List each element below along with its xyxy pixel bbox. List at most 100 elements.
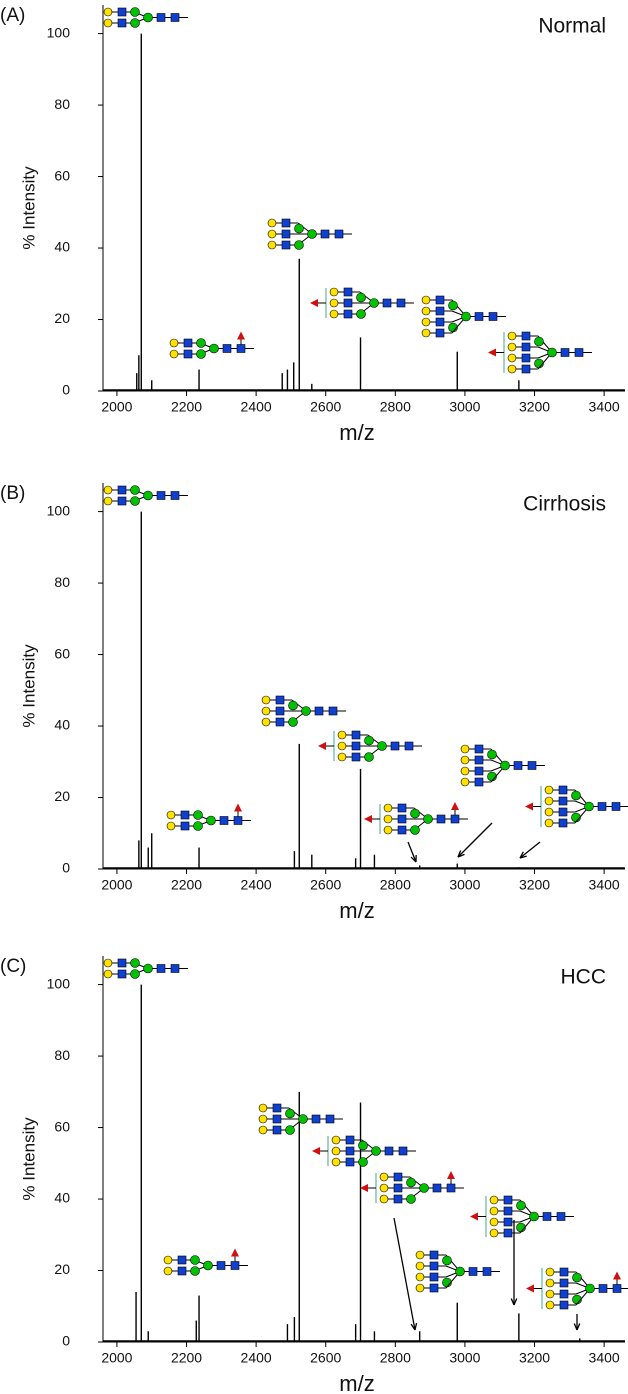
pointer-arrowhead (519, 851, 527, 859)
y-tick-label: 0 (62, 382, 70, 398)
x-tick-label: 2600 (310, 877, 341, 893)
x-tick-label: 2400 (241, 877, 272, 893)
x-tick-label: 2600 (310, 1350, 341, 1366)
glycan-icon (267, 218, 352, 250)
glcnac (558, 807, 568, 817)
glycan-icon (169, 331, 254, 359)
glcnac (351, 752, 361, 762)
x-tick-label: 3000 (449, 1350, 480, 1366)
glcnac (542, 1212, 552, 1221)
galactose (329, 298, 339, 308)
glycan-icon (460, 744, 545, 787)
mannose (301, 706, 311, 716)
glcnac (233, 816, 243, 825)
glcnac (574, 348, 584, 357)
mannose (406, 1177, 416, 1188)
galactose (329, 309, 339, 319)
glcnac (474, 766, 484, 776)
chart-title: Cirrhosis (523, 493, 606, 516)
mannose (298, 1114, 308, 1124)
fucose (310, 299, 318, 307)
x-axis-label: m/z (339, 1371, 374, 1394)
mannose (584, 801, 594, 812)
glcnac (281, 240, 291, 250)
mannose (130, 485, 140, 495)
glycan-icon (526, 1267, 628, 1310)
glycan-icon (318, 730, 422, 762)
chart-title: HCC (561, 966, 607, 989)
panel-label: (A) (0, 5, 25, 26)
mannose (516, 1200, 526, 1211)
pointer-arrow (393, 1217, 416, 1331)
glcnac (325, 1114, 335, 1124)
mannose (500, 760, 510, 771)
glcnac (117, 18, 127, 28)
y-tick-label: 100 (47, 975, 71, 991)
mannose (307, 229, 317, 239)
glcnac (275, 717, 285, 727)
mannose (196, 349, 206, 359)
glcnac (183, 338, 193, 348)
glcnac (503, 1195, 513, 1205)
glcnac (559, 1267, 569, 1277)
glcnac (488, 312, 498, 321)
glycan-icon (103, 485, 188, 506)
galactose (331, 1146, 341, 1156)
galactose (383, 825, 393, 835)
galactose (545, 1300, 555, 1310)
y-tick-label: 80 (54, 96, 70, 112)
glcnac (393, 1183, 403, 1193)
glcnac (521, 364, 531, 374)
glycan-icon (364, 802, 468, 835)
glcnac (311, 1114, 321, 1124)
x-tick-label: 2800 (380, 877, 411, 893)
x-tick-label: 2200 (171, 399, 202, 415)
glycan-icon (470, 1195, 574, 1238)
glycan-icon (163, 1248, 248, 1276)
glcnac (345, 1135, 355, 1145)
glcnac (429, 1272, 439, 1282)
glcnac (429, 1261, 439, 1271)
mannose (288, 717, 298, 727)
glcnac (450, 814, 460, 824)
galactose (507, 331, 517, 341)
galactose (337, 730, 347, 740)
galactose (460, 744, 470, 754)
mannose (448, 300, 458, 311)
y-tick-label: 40 (54, 1190, 70, 1206)
glcnac (397, 825, 407, 835)
x-axis-label: m/z (339, 898, 374, 923)
y-tick-label: 0 (62, 1333, 70, 1349)
glcnac (404, 741, 414, 751)
glcnac (219, 816, 229, 825)
glcnac (156, 13, 166, 22)
galactose (415, 1272, 425, 1282)
pointer-arrow (407, 841, 417, 863)
galactose (258, 1125, 268, 1135)
glcnac (396, 298, 406, 308)
glycan-icon (103, 7, 188, 28)
mannose (369, 298, 379, 308)
mannose (487, 749, 497, 760)
mannose (356, 309, 366, 319)
galactose (103, 485, 113, 495)
glcnac (432, 1183, 442, 1193)
galactose (166, 810, 176, 820)
glycan-icon (488, 331, 592, 374)
galactose (103, 969, 113, 979)
galactose (103, 958, 113, 968)
glcnac (435, 306, 445, 316)
mannose (143, 12, 153, 23)
glycan-icon (258, 1103, 343, 1135)
glcnac (393, 1194, 403, 1204)
galactose (163, 1266, 173, 1276)
mannose (455, 1266, 465, 1277)
glcnac (521, 342, 531, 352)
galactose (507, 342, 517, 352)
mannose (461, 311, 471, 322)
mannose (285, 1125, 295, 1135)
glcnac (384, 1146, 394, 1156)
glcnac (320, 229, 330, 239)
glcnac (117, 496, 127, 506)
